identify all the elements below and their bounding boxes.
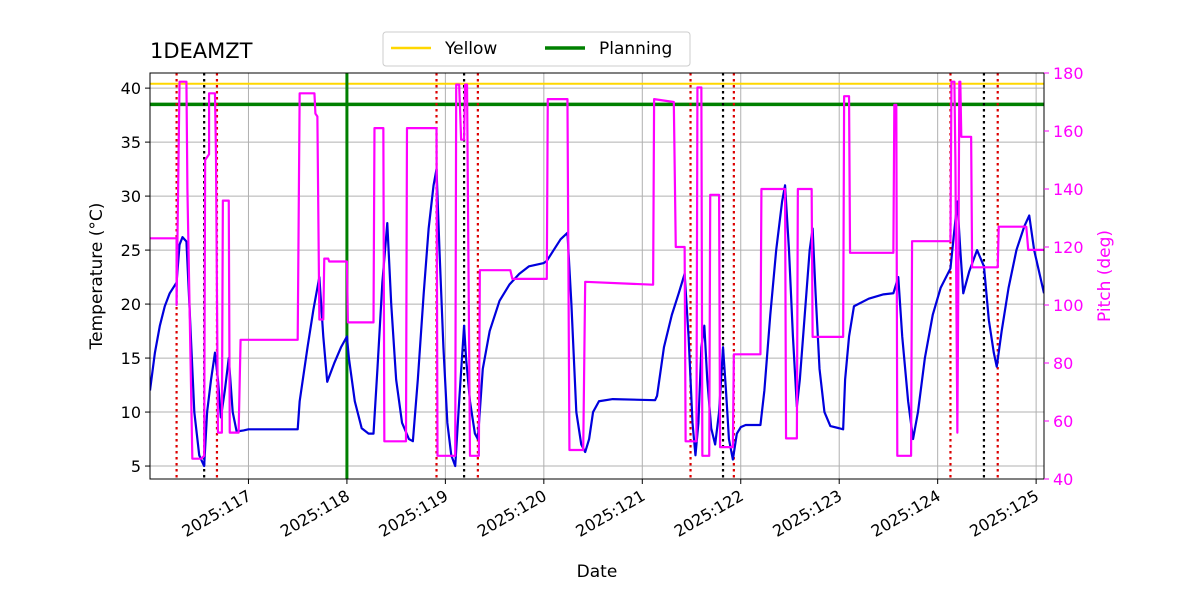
legend-label-yellow: Yellow [444, 39, 497, 59]
plot-frame [149, 72, 1045, 480]
y-left-tick-label-5: 30 [121, 187, 141, 206]
grid-lines [150, 73, 1044, 479]
legend: Yellow Planning [382, 31, 691, 67]
y-axis-right-title: Pitch (deg) [1095, 230, 1115, 322]
y-left-tick-label-2: 15 [121, 349, 141, 368]
y-right-tick-label-5: 140 [1053, 180, 1084, 199]
legend-label-planning: Planning [599, 39, 672, 59]
series-lines [150, 80, 1044, 468]
y-left-tick-label-0: 5 [131, 457, 141, 476]
temperature-series-line [150, 168, 1044, 468]
y-right-tick-label-6: 160 [1053, 122, 1084, 141]
y-right-tick-label-0: 40 [1053, 470, 1073, 489]
y-right-tick-label-3: 100 [1053, 296, 1084, 315]
y-right-tick-label-1: 60 [1053, 412, 1073, 431]
y-right-tick-label-2: 80 [1053, 354, 1073, 373]
y-left-tick-label-7: 40 [121, 79, 141, 98]
pitch-series-line [150, 80, 1044, 460]
y-left-tick-label-4: 25 [121, 241, 141, 260]
y-left-tick-label-6: 35 [121, 133, 141, 152]
legend-box [382, 31, 691, 67]
y-axis-left: 5 10 15 20 25 30 35 40 [121, 79, 150, 476]
x-axis-title: Date [577, 562, 618, 582]
y-right-tick-label-7: 180 [1053, 64, 1084, 83]
chart-title: 1DEAMZT [150, 39, 253, 63]
y-right-tick-label-4: 120 [1053, 238, 1084, 257]
y-left-tick-label-3: 20 [121, 295, 141, 314]
y-axis-left-title: Temperature (°C) [87, 203, 107, 351]
y-axis-right: 40 60 80 100 120 140 160 180 [1044, 64, 1084, 489]
y-left-tick-label-1: 10 [121, 403, 141, 422]
